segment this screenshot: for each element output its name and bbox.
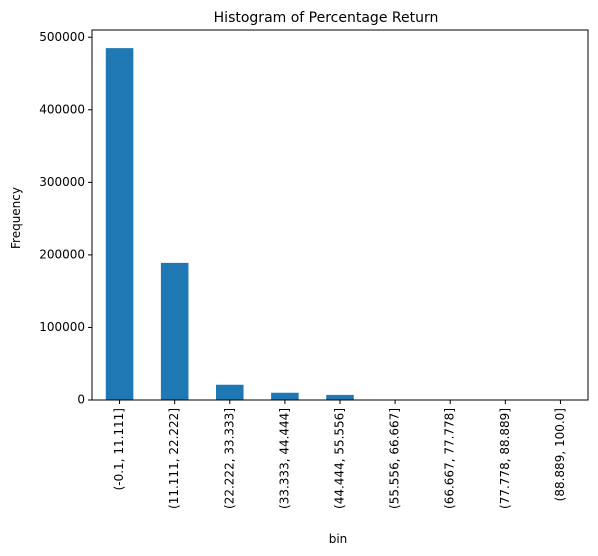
y-tick-label: 300000 [39, 175, 85, 189]
x-tick-label: (11.111, 22.222] [167, 408, 181, 509]
x-tick-label: (33.333, 44.444] [277, 408, 291, 509]
bar [105, 48, 134, 400]
x-tick-label: (66.667, 77.778] [443, 408, 457, 509]
x-tick-label: (77.778, 88.889] [498, 408, 512, 509]
bar [160, 262, 189, 400]
y-tick-label: 200000 [39, 247, 85, 261]
bar [271, 392, 299, 400]
x-axis-label: bin [329, 532, 348, 546]
y-tick-label: 400000 [39, 102, 85, 116]
y-tick-label: 100000 [39, 320, 85, 334]
y-axis-label: Frequency [9, 187, 23, 249]
y-axis: 0 100000 200000 300000 400000 500000 [39, 30, 92, 407]
x-tick-label: (44.444, 55.556] [333, 408, 347, 509]
chart-title: Histogram of Percentage Return [214, 10, 439, 26]
x-tick-label: (22.222, 33.333] [222, 408, 236, 509]
y-tick-label: 0 [77, 393, 85, 407]
y-tick-label: 500000 [39, 30, 85, 44]
x-tick-label: (88.889, 100.0] [553, 408, 567, 501]
plot-frame [91, 29, 589, 401]
x-axis: (-0.1, 11.111] (11.111, 22.222] (22.222, 3… [112, 400, 567, 509]
x-tick-label: (-0.1, 11.111] [112, 408, 126, 490]
bar [216, 384, 244, 400]
bars-group [105, 48, 575, 400]
x-tick-label: (55.556, 66.667] [388, 408, 402, 509]
bar [326, 394, 354, 400]
